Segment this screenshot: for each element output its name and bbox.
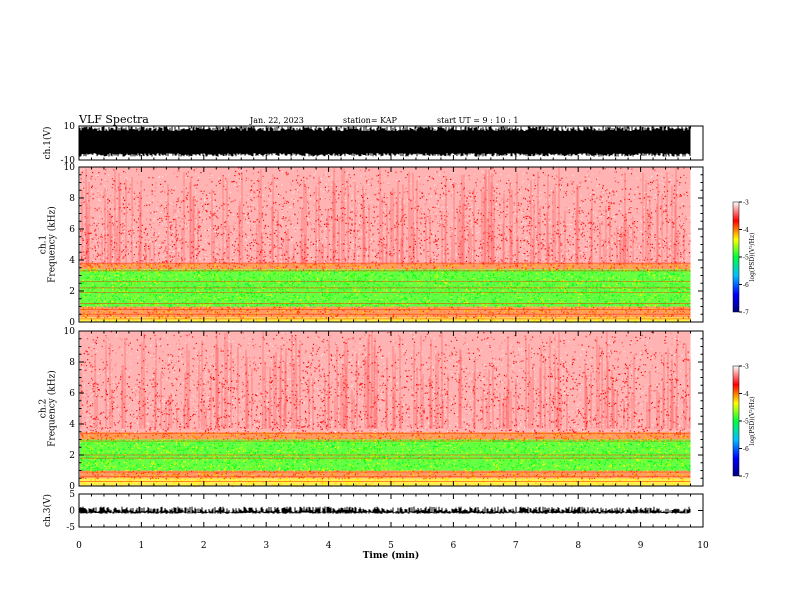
ch1-spectrogram-band-red — [80, 167, 691, 264]
ch2-spectrogram-colorbar-tick-label: -6 — [743, 446, 749, 453]
ch1-spectrogram-colorbar — [732, 201, 740, 313]
ch1-spectrogram-ylabel: Frequency (kHz) — [47, 206, 58, 283]
ch3-waveform-ytick-label: -5 — [66, 523, 75, 533]
ch1-spectrogram-ytick-label: 4 — [69, 256, 75, 266]
ch3-waveform-ylabel: ch.3(V) — [42, 494, 53, 527]
ch1-spectrogram-streaks — [81, 167, 685, 265]
ch1-spectrogram-ytick-label: 8 — [69, 194, 75, 204]
ch1-spectrogram-ytick-label: 0 — [69, 318, 75, 328]
station-label: station= KAP — [343, 116, 397, 125]
x-tick-label: 1 — [139, 541, 145, 551]
ch1-spectrogram-colorbar-label: log(PSD)(V²/Hz) — [749, 233, 756, 282]
ch2-spectrogram-colorbar-tick-label: -4 — [743, 391, 749, 398]
ch1-spectrogram-colorbar-tick-label: -5 — [743, 255, 749, 262]
ch2-spectrogram-ytick-label: 4 — [69, 420, 75, 430]
ch2-spectrogram-band-orange — [80, 470, 691, 479]
ch1-spectrogram-ytick-label: 2 — [69, 287, 75, 297]
x-tick-label: 0 — [76, 541, 82, 551]
ch1-spectrogram-colorbar-tick-label: -3 — [743, 200, 749, 207]
x-tick-label: 6 — [451, 541, 457, 551]
ch2-spectrogram-colorbar-tick-label: -3 — [743, 364, 749, 371]
ch1-waveform-trace — [79, 126, 691, 157]
ch2-spectrogram-ytick-label: 8 — [69, 358, 75, 368]
ch1-spectrogram-band-yellow — [80, 317, 691, 322]
ch1-spectrogram-colorbar-tick-label: -6 — [743, 282, 749, 289]
x-tick-label: 8 — [575, 541, 581, 551]
ch2-spectrogram-band-red — [80, 331, 691, 432]
ch1-spectrogram-ylabel: ch.1 — [39, 235, 49, 254]
ch2-spectrogram-ylabel: Frequency (kHz) — [47, 370, 58, 447]
ch2-spectrogram-colorbar-tick-label: -5 — [743, 419, 749, 426]
x-axis-label: Time (min) — [363, 550, 420, 561]
x-tick-label: 7 — [513, 541, 519, 551]
ch2-spectrogram-band-yellow — [80, 478, 691, 486]
x-tick-label: 3 — [263, 541, 269, 551]
ch2-spectrogram-ytick-label: 0 — [69, 482, 75, 492]
ch2-spectrogram-ylabel: ch.2 — [39, 399, 49, 418]
ch2-spectrogram-colorbar-tick-label: -7 — [743, 474, 749, 481]
date-label: Jan. 22, 2023 — [250, 116, 304, 125]
ch3-waveform-trace — [79, 506, 691, 514]
ch2-spectrogram-ytick-label: 2 — [69, 451, 75, 461]
ch1-waveform-ylabel: ch.1(V) — [42, 127, 53, 160]
x-tick-label: 9 — [638, 541, 644, 551]
ch1-spectrogram-ytick-label: 6 — [69, 225, 75, 235]
ch1-spectrogram-colorbar-tick-label: -4 — [743, 227, 749, 234]
ch2-spectrogram-ytick-label: 6 — [69, 389, 75, 399]
ch2-spectrogram-ytick-label: 10 — [64, 327, 76, 337]
figure-title: VLF Spectra — [79, 113, 149, 126]
ch2-spectrogram-colorbar — [732, 365, 740, 477]
x-tick-label: 4 — [326, 541, 332, 551]
ch1-waveform-ytick-label: 10 — [64, 122, 76, 132]
start-time-label: start UT = 9 : 10 : 1 — [437, 116, 519, 125]
ch2-spectrogram-colorbar-label: log(PSD)(V²/Hz) — [749, 397, 756, 446]
ch1-spectrogram-colorbar-tick-label: -7 — [743, 310, 749, 317]
x-tick-label: 5 — [388, 541, 394, 551]
ch3-waveform-ytick-label: 5 — [69, 490, 75, 500]
ch1-spectrogram-ytick-label: 10 — [64, 163, 76, 173]
ch1-waveform-ytick-label: -10 — [61, 156, 76, 166]
ch3-waveform-ytick-label: 0 — [69, 507, 75, 517]
x-tick-label: 2 — [201, 541, 207, 551]
ch1-spectrogram-band-orange — [80, 306, 691, 318]
ch2-spectrogram-band-orange — [80, 431, 691, 440]
x-tick-label: 10 — [697, 541, 709, 551]
